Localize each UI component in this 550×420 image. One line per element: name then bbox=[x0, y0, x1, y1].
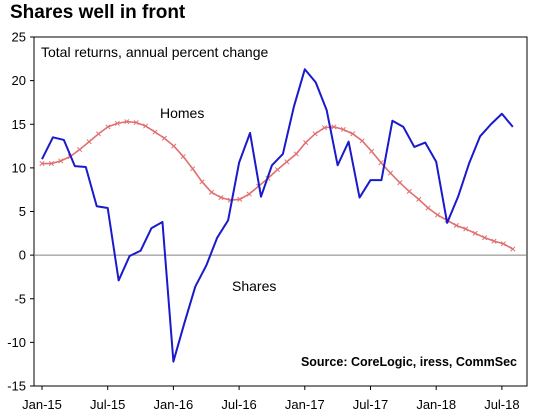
chart-subtitle: Total returns, annual percent change bbox=[41, 44, 268, 60]
source-note: Source: CoreLogic, iress, CommSec bbox=[301, 355, 517, 369]
series-point-homes bbox=[463, 226, 469, 232]
series-point-homes bbox=[472, 230, 478, 236]
series-point-homes bbox=[378, 160, 384, 166]
y-tick-label: 10 bbox=[12, 160, 26, 175]
series-point-homes bbox=[425, 205, 431, 211]
y-tick-label: 20 bbox=[12, 73, 26, 88]
series-label-homes: Homes bbox=[160, 105, 204, 121]
x-tick-label: Jul-17 bbox=[353, 397, 388, 412]
x-tick-label: Jul-18 bbox=[484, 397, 519, 412]
series-point-homes bbox=[39, 160, 45, 167]
series-point-homes bbox=[161, 135, 167, 141]
chart-title: Shares well in front bbox=[10, 2, 186, 23]
series-point-homes bbox=[293, 151, 299, 157]
series-point-homes bbox=[199, 179, 205, 185]
series-point-homes bbox=[124, 119, 130, 125]
series-point-homes bbox=[190, 166, 196, 172]
series-point-homes bbox=[387, 170, 393, 176]
series-point-homes bbox=[434, 212, 441, 218]
series-point-homes bbox=[48, 160, 54, 167]
y-tick-label: 5 bbox=[19, 204, 26, 219]
series-point-homes bbox=[359, 138, 365, 144]
series-point-homes bbox=[246, 191, 252, 197]
series-line-shares bbox=[41, 68, 514, 363]
series-point-homes bbox=[95, 131, 102, 137]
series-point-homes bbox=[312, 131, 318, 137]
series-group bbox=[39, 68, 516, 363]
series-point-homes bbox=[406, 188, 412, 194]
series-point-homes bbox=[77, 146, 83, 153]
series-point-homes bbox=[453, 222, 459, 229]
x-tick-label: Jan-16 bbox=[154, 397, 194, 412]
series-point-homes bbox=[114, 120, 120, 126]
series-point-homes bbox=[284, 159, 290, 165]
x-tick-label: Jan-18 bbox=[416, 397, 456, 412]
series-point-homes bbox=[274, 167, 280, 173]
series-point-homes bbox=[321, 125, 328, 131]
series-point-homes bbox=[397, 180, 403, 186]
series-point-homes bbox=[500, 241, 506, 247]
y-axis-ticks: -15 -10 -5 0 5 10 15 20 25 bbox=[7, 30, 34, 394]
series-point-homes bbox=[152, 129, 158, 135]
series-point-homes bbox=[105, 124, 111, 130]
series-point-homes bbox=[171, 143, 177, 149]
series-point-homes bbox=[482, 235, 488, 241]
series-point-homes bbox=[218, 194, 224, 201]
y-tick-label: 15 bbox=[12, 117, 26, 132]
series-point-homes bbox=[350, 131, 356, 137]
series-point-homes bbox=[133, 119, 139, 126]
y-tick-label: -10 bbox=[7, 335, 26, 350]
y-tick-label: 0 bbox=[19, 248, 26, 263]
x-tick-label: Jan-17 bbox=[285, 397, 325, 412]
series-point-homes bbox=[180, 153, 186, 160]
series-point-homes bbox=[237, 196, 243, 202]
series-point-homes bbox=[416, 196, 422, 202]
y-tick-label: -5 bbox=[14, 291, 26, 306]
series-point-homes bbox=[208, 189, 215, 195]
y-tick-label: -15 bbox=[7, 379, 26, 394]
series-line-homes bbox=[42, 120, 514, 250]
series-point-homes bbox=[331, 124, 337, 130]
series-point-homes bbox=[86, 139, 92, 145]
series-point-homes bbox=[303, 140, 309, 146]
x-axis-ticks: Jan-15 Jul-15 Jan-16 Jul-16 Jan-17 Jul-17 Jan-… bbox=[22, 386, 520, 412]
series-point-homes bbox=[143, 123, 149, 129]
series-label-shares: Shares bbox=[232, 278, 276, 294]
series-point-homes bbox=[510, 246, 516, 252]
x-tick-label: Jul-15 bbox=[90, 397, 125, 412]
x-tick-label: Jul-16 bbox=[221, 397, 256, 412]
series-point-homes bbox=[369, 148, 375, 154]
series-point-homes bbox=[491, 238, 497, 244]
series-point-homes bbox=[340, 126, 346, 133]
y-tick-label: 25 bbox=[12, 30, 26, 45]
series-point-homes bbox=[58, 158, 64, 164]
x-tick-label: Jan-15 bbox=[22, 397, 62, 412]
